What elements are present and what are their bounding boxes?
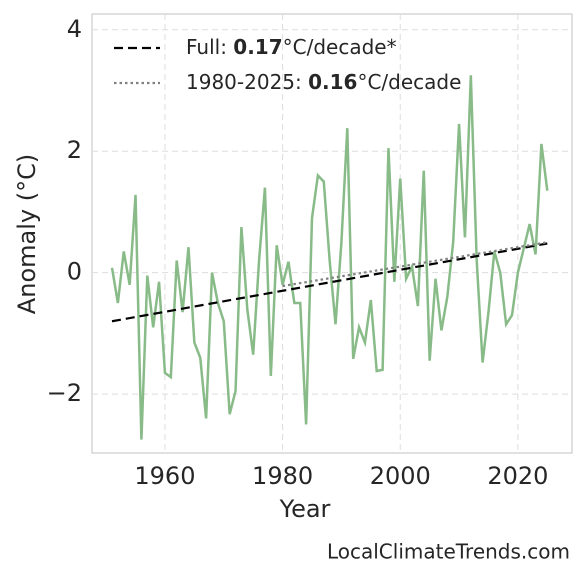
y-axis-label: Anomaly (°C)	[13, 154, 41, 314]
source-label: LocalClimateTrends.com	[327, 540, 570, 564]
x-tick-label: 2000	[370, 462, 431, 490]
legend-label-part: 0.17	[233, 35, 282, 59]
trend-line	[111, 242, 548, 323]
legend-label-part: Full:	[186, 35, 233, 59]
x-axis-label: Year	[279, 495, 331, 523]
plot-frame	[91, 13, 573, 454]
y-tick-label: −2	[47, 379, 82, 407]
y-tick-label: 2	[67, 136, 82, 164]
legend-label: 1980-2025: 0.16°C/decade	[186, 70, 461, 94]
legend-label-part: 0.16	[308, 70, 357, 94]
legend-label-part: °C/decade*	[283, 35, 397, 59]
trend-line	[282, 241, 548, 288]
y-tick-label: 0	[67, 258, 82, 286]
x-tick-label: 1960	[134, 462, 195, 490]
legend-label-part: °C/decade	[357, 70, 461, 94]
x-tick-label: 1980	[252, 462, 313, 490]
anomaly-line	[110, 75, 549, 440]
x-tick-label: 2020	[487, 462, 548, 490]
legend-label: Full: 0.17°C/decade*	[186, 35, 397, 59]
legend-label-part: 1980-2025:	[186, 70, 308, 94]
y-tick-label: 4	[67, 15, 82, 43]
